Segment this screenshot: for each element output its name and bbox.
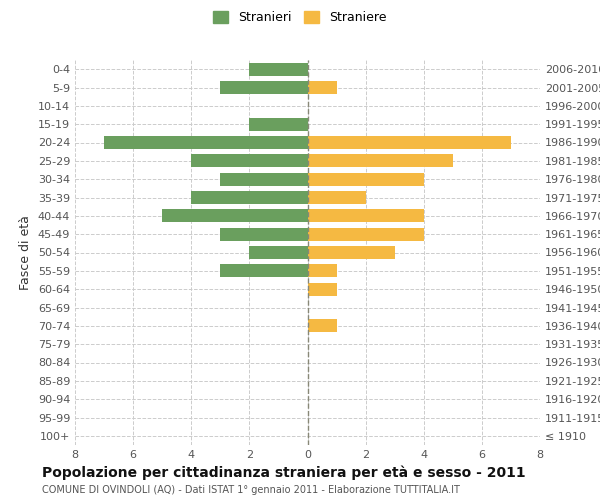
Text: COMUNE DI OVINDOLI (AQ) - Dati ISTAT 1° gennaio 2011 - Elaborazione TUTTITALIA.I: COMUNE DI OVINDOLI (AQ) - Dati ISTAT 1° … (42, 485, 460, 495)
Bar (308, 136, 511, 149)
Bar (308, 264, 337, 277)
Bar (308, 228, 424, 240)
Bar (191, 191, 308, 204)
Bar (308, 320, 337, 332)
Bar (191, 154, 308, 167)
Bar (250, 246, 308, 259)
Bar (250, 63, 308, 76)
Bar (220, 81, 308, 94)
Bar (308, 191, 365, 204)
Bar (308, 154, 453, 167)
Bar (308, 173, 424, 186)
Bar (308, 210, 424, 222)
Bar (220, 173, 308, 186)
Legend: Stranieri, Straniere: Stranieri, Straniere (208, 6, 392, 29)
Bar (104, 136, 308, 149)
Bar (250, 118, 308, 130)
Y-axis label: Fasce di età: Fasce di età (19, 215, 32, 290)
Bar (308, 81, 337, 94)
Bar (220, 228, 308, 240)
Bar (308, 246, 395, 259)
Bar (162, 210, 308, 222)
Bar (308, 283, 337, 296)
Text: Popolazione per cittadinanza straniera per età e sesso - 2011: Popolazione per cittadinanza straniera p… (42, 465, 526, 479)
Bar (220, 264, 308, 277)
